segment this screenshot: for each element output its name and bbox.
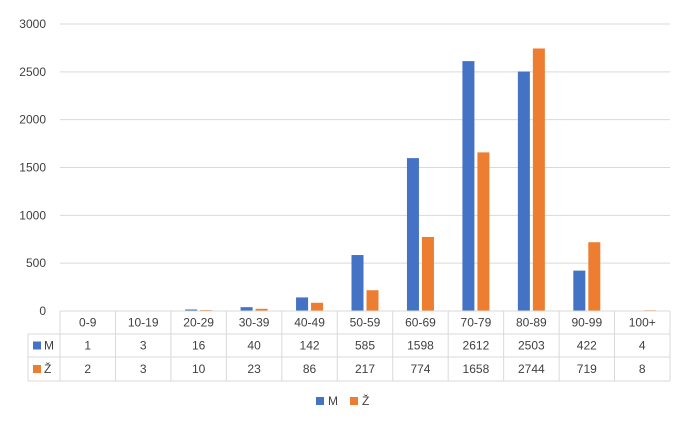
y-tick-label: 0 [39, 304, 46, 318]
bars [74, 48, 656, 312]
data-label: 1598 [407, 339, 434, 353]
y-axis: 0 500 1000 1500 2000 2500 3000 [19, 17, 46, 318]
x-tick-label: 0-9 [79, 316, 97, 330]
legend-key-M [316, 397, 324, 405]
gridlines [60, 23, 670, 312]
legend-key-Ž [350, 397, 358, 405]
table-series-key-M [33, 341, 41, 350]
y-tick-label: 2000 [19, 113, 46, 127]
y-tick-label: 1000 [19, 208, 46, 222]
x-tick-label: 70-79 [461, 316, 492, 330]
y-tick-label: 2500 [19, 65, 46, 79]
data-label: 4 [639, 339, 646, 353]
bar-M-80-89 [517, 71, 530, 312]
data-label: 2744 [518, 362, 545, 376]
data-label: 16 [192, 339, 206, 353]
y-tick-label: 1500 [19, 161, 46, 175]
x-tick-label: 100+ [629, 316, 656, 330]
data-label: 217 [355, 362, 375, 376]
x-tick-label: 10-19 [128, 316, 159, 330]
bar-M-50-59 [351, 255, 364, 311]
bar-Ž-90-99 [588, 242, 601, 311]
data-label: 3 [140, 339, 147, 353]
data-label: 585 [355, 339, 375, 353]
data-label: 2503 [518, 339, 545, 353]
x-tick-label: 40-49 [294, 316, 325, 330]
y-tick-label: 3000 [19, 17, 46, 31]
data-label: 2612 [463, 339, 490, 353]
legend-label: M [328, 394, 338, 408]
bar-Ž-40-49 [311, 302, 324, 311]
bar-M-40-49 [296, 297, 309, 311]
data-label: 2 [84, 362, 91, 376]
data-label: 719 [577, 362, 597, 376]
table-series-key-Ž [33, 365, 41, 373]
y-tick-label: 500 [26, 256, 46, 270]
legend-label: Ž [362, 393, 369, 408]
bar-Ž-30-39 [255, 308, 268, 311]
bar-Ž-60-69 [421, 236, 434, 311]
data-label: 1658 [463, 362, 490, 376]
table-series-label: M [44, 339, 54, 353]
data-label: 3 [140, 362, 147, 376]
data-label: 23 [247, 362, 261, 376]
data-label: 422 [577, 339, 597, 353]
data-label: 774 [410, 362, 430, 376]
table-series-label: Ž [44, 361, 51, 376]
x-tick-label: 60-69 [405, 316, 436, 330]
data-label: 8 [639, 362, 646, 376]
bar-Ž-70-79 [477, 152, 490, 311]
bar-M-20-29 [185, 309, 198, 311]
bar-M-90-99 [573, 270, 586, 311]
data-table: 0-9 10-19 20-29 30-39 40-49 50-59 60-69 70-79 80… [27, 310, 671, 382]
x-tick-label: 80-89 [516, 316, 547, 330]
data-label: 1 [84, 339, 91, 353]
x-tick-label: 30-39 [239, 316, 270, 330]
data-label: 40 [247, 339, 261, 353]
data-label: 86 [303, 362, 317, 376]
bar-Ž-80-89 [532, 48, 545, 312]
data-label: 142 [300, 339, 320, 353]
x-tick-label: 50-59 [350, 316, 381, 330]
bar-M-70-79 [462, 61, 475, 311]
x-tick-label: 20-29 [183, 316, 214, 330]
bar-Ž-50-59 [366, 290, 379, 311]
x-tick-label: 90-99 [571, 316, 602, 330]
bar-M-30-39 [240, 307, 253, 311]
data-label: 10 [192, 362, 206, 376]
bar-M-60-69 [406, 158, 419, 311]
